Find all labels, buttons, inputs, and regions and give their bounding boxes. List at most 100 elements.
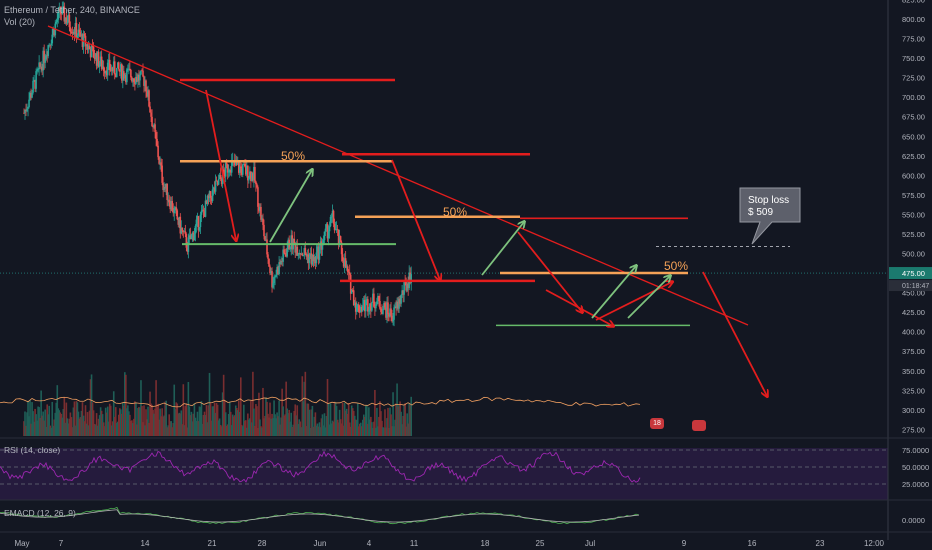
candle-body: [75, 23, 78, 39]
volume-bar: [126, 408, 128, 436]
candle-body: [67, 14, 70, 23]
volume-bar: [317, 426, 320, 436]
volume-bar: [183, 425, 186, 436]
volume-bar: [124, 372, 126, 436]
volume-bar: [191, 421, 194, 436]
volume-bar: [117, 414, 120, 436]
volume-bar: [234, 405, 237, 436]
volume-bar: [345, 408, 348, 436]
volume-bar: [137, 408, 139, 436]
candle-body: [159, 162, 161, 164]
volume-bar: [298, 419, 301, 436]
volume-bar: [33, 421, 35, 436]
candle-body: [247, 165, 249, 181]
candle-body: [24, 109, 26, 113]
stop-loss-callout: [739, 187, 801, 245]
volume-bar: [90, 374, 93, 436]
volume-bar: [256, 406, 258, 436]
candle-body: [228, 169, 231, 171]
volume-bar: [84, 405, 87, 436]
volume-bar: [111, 421, 114, 436]
candle-body: [345, 266, 348, 268]
candle-body: [129, 68, 131, 71]
volume-bar: [318, 422, 321, 436]
volume-bar: [155, 380, 157, 436]
event-marker-button-2[interactable]: [692, 420, 706, 431]
volume-bar: [357, 426, 360, 436]
volume-bar: [196, 411, 199, 436]
volume-bar: [169, 421, 172, 436]
volume-bar: [300, 427, 303, 436]
volume-bar: [241, 424, 243, 436]
candle-body: [325, 224, 328, 229]
candle-body: [80, 34, 83, 37]
candle-body: [368, 310, 370, 312]
candle-body: [63, 6, 66, 22]
candle-body: [280, 260, 282, 264]
volume-bar: [292, 424, 295, 436]
volume-bar: [340, 423, 343, 436]
volume-bar: [407, 423, 409, 436]
candle-body: [155, 132, 157, 140]
volume-bar: [207, 405, 210, 436]
candle-body: [78, 29, 81, 33]
volume-bar: [230, 425, 233, 436]
volume-bar: [377, 426, 379, 436]
candle-body: [120, 64, 122, 72]
volume-bar: [146, 419, 148, 436]
volume-bar: [332, 421, 335, 436]
candle-body: [178, 216, 181, 225]
candle-body: [383, 303, 385, 309]
candle-body: [111, 67, 114, 72]
volume-bar: [135, 402, 137, 436]
volume-bar: [123, 405, 125, 436]
candle-body: [25, 109, 27, 111]
volume-bar: [211, 406, 214, 436]
volume-bar: [35, 414, 37, 436]
volume-bar: [305, 426, 308, 436]
volume-bar: [309, 427, 312, 436]
candle-body: [314, 256, 317, 264]
volume-bar: [77, 411, 80, 436]
volume-bar: [114, 407, 117, 436]
volume-bar: [80, 410, 83, 436]
price-tick-label: 525.00: [902, 230, 925, 239]
volume-bar: [348, 422, 351, 436]
candle-body: [305, 253, 308, 257]
volume-bar: [260, 426, 262, 436]
volume-bar: [101, 414, 104, 436]
volume-bar: [104, 407, 107, 436]
time-tick-label: 11: [410, 539, 419, 548]
candle-body: [346, 266, 349, 272]
event-marker-button-1[interactable]: 18: [650, 418, 664, 429]
volume-bar: [107, 421, 110, 436]
candle-body: [298, 252, 301, 255]
candle-body: [395, 306, 397, 309]
candle-body: [149, 106, 151, 113]
candle-body: [283, 249, 285, 254]
candle-body: [291, 235, 294, 250]
volume-bar: [303, 381, 306, 436]
volume-bar: [243, 404, 245, 436]
volume-bar: [149, 391, 151, 436]
candle-body: [164, 187, 166, 189]
candle-body: [138, 74, 140, 81]
volume-bar: [396, 383, 398, 436]
volume-bar: [335, 406, 338, 436]
volume-bar: [231, 414, 234, 436]
candle-body: [110, 67, 113, 71]
candle-body: [105, 70, 108, 76]
price-tick-label: 800.00: [902, 15, 925, 24]
volume-bar: [325, 416, 328, 436]
volume-bar: [370, 416, 372, 436]
volume-bar: [395, 403, 397, 436]
volume-bar: [385, 427, 387, 436]
price-tick-label: 400.00: [902, 328, 925, 337]
volume-bar: [386, 418, 388, 436]
volume-bar: [225, 425, 228, 436]
volume-bar: [59, 412, 62, 436]
candle-body: [369, 303, 371, 311]
volume-bar: [326, 379, 329, 436]
candle-body: [250, 171, 252, 182]
